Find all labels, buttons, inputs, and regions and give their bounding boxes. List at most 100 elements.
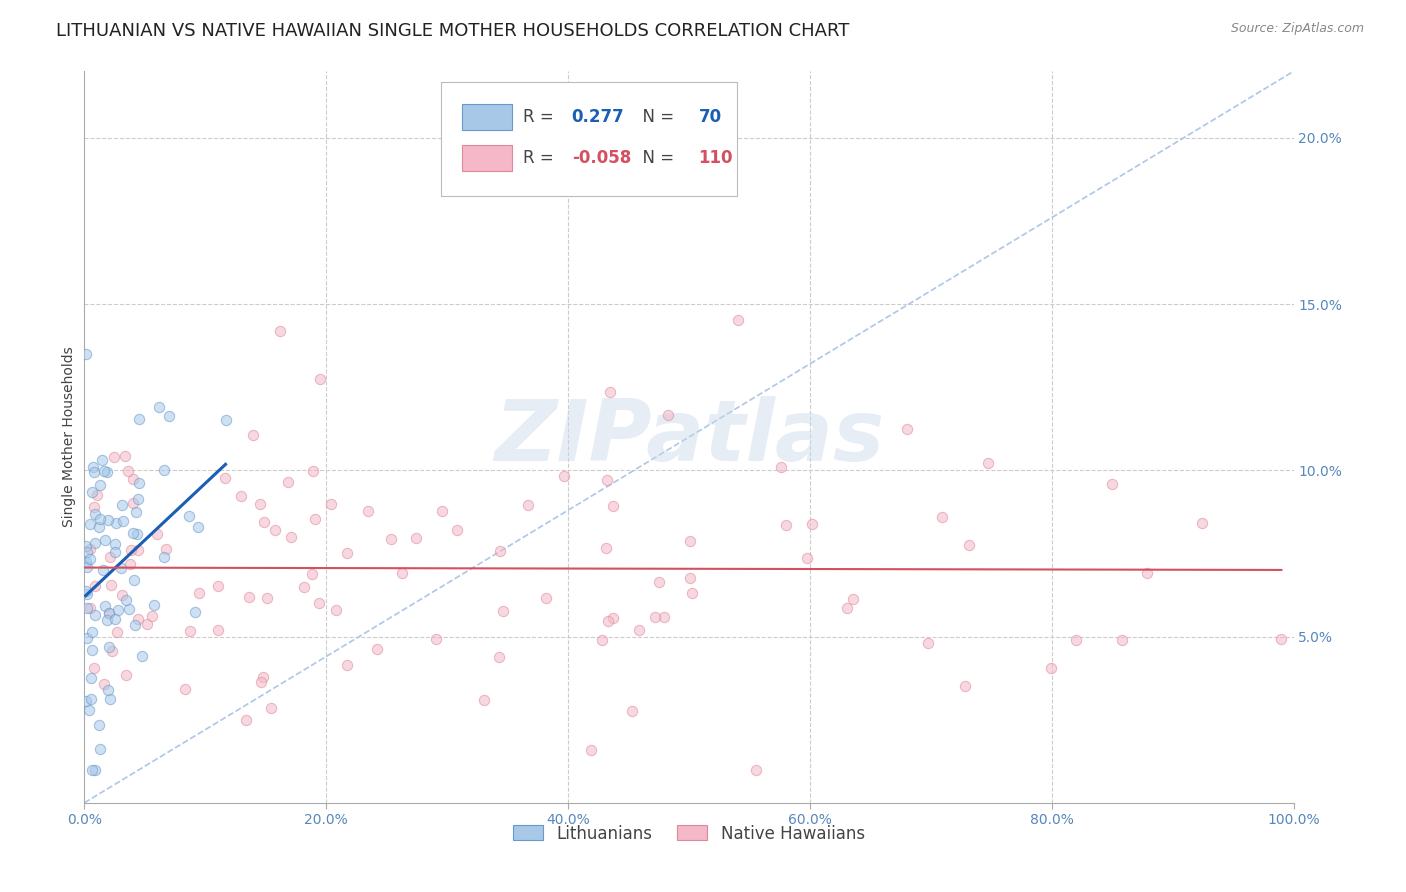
Point bbox=[155, 541, 177, 556]
Point bbox=[1111, 633, 1133, 648]
Point bbox=[953, 679, 976, 693]
Point bbox=[727, 312, 749, 326]
Point bbox=[80, 624, 103, 639]
Point bbox=[79, 542, 101, 557]
Point bbox=[249, 497, 271, 511]
Point bbox=[187, 586, 209, 600]
Point bbox=[177, 509, 200, 524]
Point bbox=[657, 409, 679, 423]
Point bbox=[122, 526, 145, 541]
Point bbox=[264, 523, 287, 537]
Point bbox=[207, 624, 229, 638]
FancyBboxPatch shape bbox=[441, 82, 737, 195]
Point bbox=[430, 503, 453, 517]
Point bbox=[124, 617, 146, 632]
Point bbox=[79, 517, 101, 532]
Point bbox=[1191, 516, 1213, 530]
Point bbox=[679, 534, 702, 549]
Point bbox=[269, 324, 291, 338]
Point bbox=[627, 623, 650, 637]
Point bbox=[124, 505, 146, 519]
Point bbox=[115, 593, 138, 607]
Point bbox=[87, 718, 110, 732]
Point bbox=[325, 603, 347, 617]
Point bbox=[153, 463, 176, 477]
Point bbox=[104, 537, 127, 551]
Point bbox=[111, 514, 134, 528]
Point bbox=[488, 649, 510, 664]
Point bbox=[127, 612, 149, 626]
Point bbox=[405, 532, 427, 546]
Point bbox=[127, 491, 149, 506]
Point bbox=[214, 471, 236, 485]
Point bbox=[357, 504, 380, 518]
Point bbox=[336, 545, 359, 559]
Point bbox=[127, 527, 149, 541]
Point bbox=[252, 670, 274, 684]
Point bbox=[97, 640, 120, 654]
Point bbox=[76, 559, 98, 574]
Point bbox=[96, 465, 118, 479]
Point bbox=[97, 606, 120, 620]
Point bbox=[121, 472, 143, 486]
Point bbox=[122, 496, 145, 510]
Point bbox=[107, 602, 129, 616]
Point bbox=[84, 507, 107, 521]
Point bbox=[148, 400, 170, 414]
Point bbox=[366, 642, 388, 657]
Y-axis label: Single Mother Households: Single Mother Households bbox=[62, 347, 76, 527]
Point bbox=[591, 632, 613, 647]
Point bbox=[80, 643, 103, 657]
Point bbox=[118, 602, 141, 616]
Point bbox=[122, 573, 145, 587]
Point bbox=[602, 611, 624, 625]
Point bbox=[302, 464, 325, 478]
Point bbox=[157, 409, 180, 423]
Text: -0.058: -0.058 bbox=[572, 149, 631, 167]
Point bbox=[1039, 661, 1062, 675]
Legend: Lithuanians, Native Hawaiians: Lithuanians, Native Hawaiians bbox=[506, 818, 872, 849]
Point bbox=[174, 682, 197, 697]
Point bbox=[83, 536, 105, 550]
Point bbox=[896, 422, 918, 436]
Point bbox=[187, 520, 209, 534]
Point bbox=[775, 518, 797, 533]
Point bbox=[1064, 633, 1087, 648]
Point bbox=[207, 579, 229, 593]
Text: N =: N = bbox=[633, 108, 679, 126]
Point bbox=[75, 694, 97, 708]
Point bbox=[602, 499, 624, 513]
Point bbox=[83, 465, 105, 479]
Point bbox=[90, 453, 112, 467]
Point bbox=[238, 590, 260, 604]
Point bbox=[87, 520, 110, 534]
Point bbox=[652, 609, 675, 624]
Point bbox=[100, 577, 122, 591]
Point bbox=[280, 530, 302, 544]
Point bbox=[93, 599, 115, 614]
Point bbox=[1270, 632, 1292, 646]
Point bbox=[1101, 477, 1123, 491]
Point bbox=[153, 550, 176, 565]
Point bbox=[250, 674, 273, 689]
Point bbox=[93, 464, 115, 478]
Point bbox=[128, 412, 150, 426]
Point bbox=[111, 588, 134, 602]
Point bbox=[128, 476, 150, 491]
Point bbox=[595, 473, 617, 487]
Point bbox=[89, 742, 111, 756]
Point bbox=[75, 555, 97, 569]
Point bbox=[120, 542, 142, 557]
Point bbox=[86, 487, 108, 501]
Point bbox=[77, 703, 100, 717]
Point bbox=[101, 643, 124, 657]
Point bbox=[82, 763, 104, 777]
Point bbox=[80, 691, 103, 706]
Point bbox=[644, 610, 666, 624]
Point bbox=[91, 564, 114, 578]
Point bbox=[79, 551, 101, 566]
Point bbox=[118, 557, 141, 571]
Point bbox=[75, 540, 97, 554]
Point bbox=[89, 478, 111, 492]
Point bbox=[179, 624, 201, 638]
